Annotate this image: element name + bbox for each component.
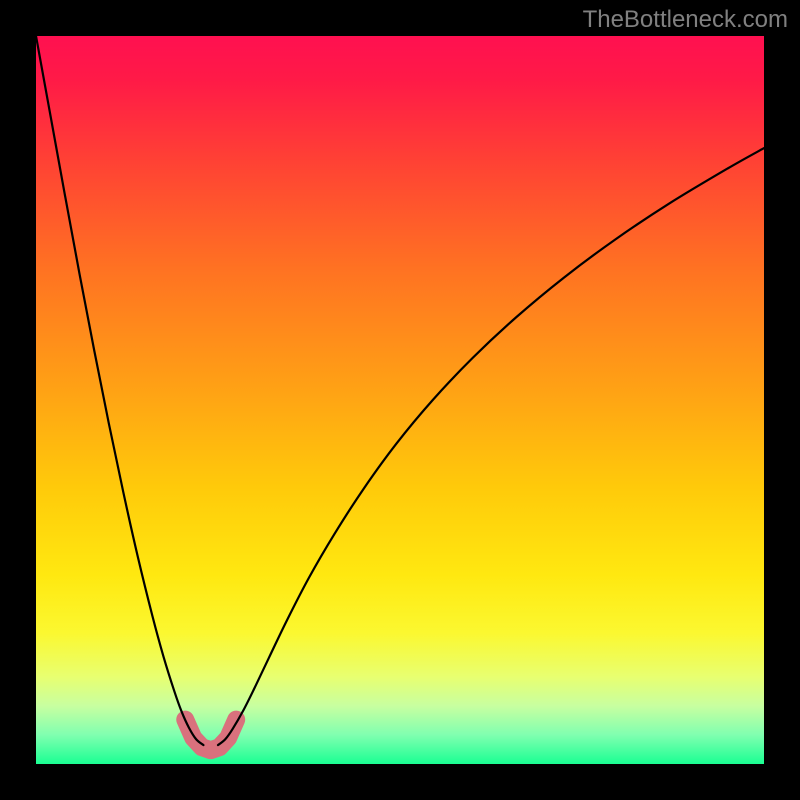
chart-background-gradient: [36, 36, 764, 764]
watermark-text: TheBottleneck.com: [583, 6, 788, 34]
bottleneck-chart: [36, 36, 764, 764]
chart-plot-area: [36, 36, 764, 764]
